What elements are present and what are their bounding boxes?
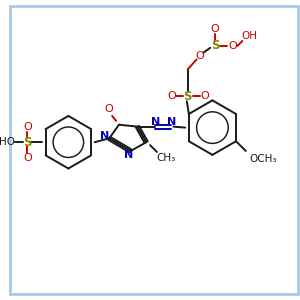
Text: N: N — [100, 131, 109, 141]
Text: S: S — [184, 90, 192, 103]
Text: S: S — [23, 136, 32, 149]
Text: HO: HO — [0, 137, 15, 147]
Text: O: O — [23, 122, 32, 132]
Text: N: N — [167, 117, 176, 127]
Text: O: O — [211, 24, 220, 34]
Text: O: O — [23, 153, 32, 163]
Text: CH₃: CH₃ — [156, 153, 175, 163]
Text: N: N — [151, 117, 160, 127]
Text: O: O — [167, 92, 176, 101]
Text: OH: OH — [241, 31, 257, 41]
Text: O: O — [195, 51, 204, 61]
FancyBboxPatch shape — [10, 6, 298, 294]
Text: N: N — [124, 150, 133, 160]
Text: O: O — [228, 41, 237, 51]
Text: OCH₃: OCH₃ — [250, 154, 277, 164]
Text: O: O — [200, 92, 209, 101]
Text: S: S — [211, 39, 219, 52]
Text: O: O — [104, 104, 112, 114]
